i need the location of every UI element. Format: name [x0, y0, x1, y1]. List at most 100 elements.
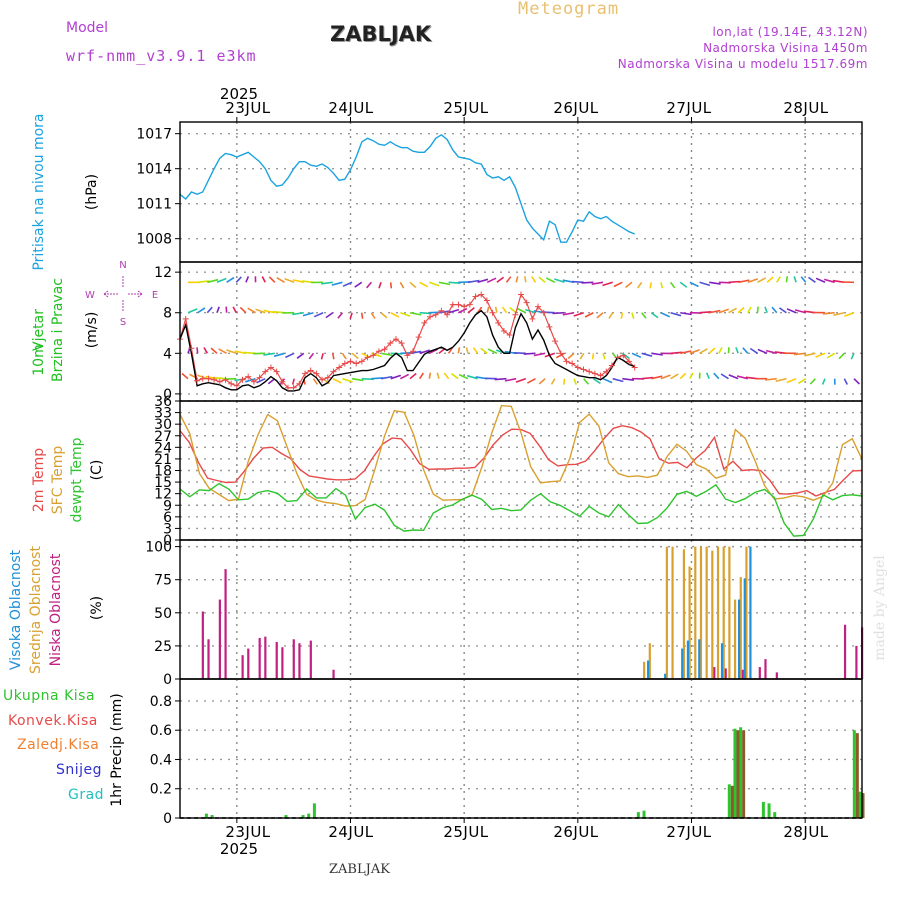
low-cloud-bar	[281, 647, 284, 679]
total-precip-bar	[210, 815, 214, 818]
wind-barb	[713, 372, 720, 380]
wind-barb	[389, 282, 393, 289]
y-tick-label: 21	[154, 452, 172, 468]
wind-barb	[591, 353, 595, 360]
wind-barb	[273, 352, 285, 358]
mid-cloud-bar	[705, 546, 708, 679]
wind-barb	[268, 276, 276, 283]
cloud-ylabel: (%)	[89, 596, 105, 620]
low-cloud-bar	[218, 599, 221, 679]
conv-precip-bar	[736, 730, 740, 818]
wind-barb	[494, 377, 507, 381]
wind-barb	[552, 311, 565, 315]
wind-barb	[325, 312, 334, 319]
wind-barb	[419, 349, 431, 355]
wind-barb	[699, 281, 711, 287]
wind-barb	[747, 306, 752, 314]
wind-barb	[765, 349, 777, 355]
temp2m-line	[179, 424, 863, 497]
wind-barb	[757, 277, 767, 283]
wind-barb	[332, 377, 342, 384]
temp-ylabel: (C)	[89, 460, 105, 481]
wind-gust-marker	[313, 370, 320, 377]
y-tick-label: 1011	[136, 197, 172, 213]
wind-barb	[669, 281, 676, 289]
low-cloud-bar	[247, 648, 250, 679]
wind-gust-marker	[194, 377, 201, 384]
total-precip-bar	[761, 801, 765, 818]
wind-barb	[292, 311, 304, 316]
wind-barb	[486, 277, 497, 284]
y-tick-label: 1017	[136, 127, 172, 143]
wind-barb	[793, 276, 797, 283]
wind-barb	[776, 276, 781, 283]
wind-barb	[331, 353, 335, 360]
wind-barb	[390, 312, 400, 318]
wind-barb	[354, 281, 363, 288]
wind-barb	[206, 306, 213, 314]
wind-barb	[302, 311, 314, 317]
wind-gust-marker	[398, 340, 405, 347]
wind-barb	[680, 350, 692, 355]
wind-barb	[399, 373, 410, 380]
wind-barb	[276, 277, 285, 283]
wind-barb	[785, 276, 789, 283]
high-cloud-bar	[686, 640, 690, 679]
wind-barb	[380, 375, 393, 380]
mid-cloud-bar	[716, 546, 720, 679]
wind-barb	[823, 278, 835, 284]
mid-cloud-bar	[643, 661, 646, 679]
wind-barb	[360, 312, 364, 319]
y-tick-label: 0	[163, 811, 172, 827]
mid-cloud-title: Srednja Oblacnost	[28, 546, 44, 674]
wind-gust-marker	[580, 366, 587, 373]
total-precip-bar	[733, 728, 737, 818]
wind-gust-marker	[182, 315, 189, 322]
wind-title-10m: 10m	[31, 344, 47, 375]
wind-gust-marker	[506, 332, 513, 339]
y-tick-label: 12	[154, 265, 172, 281]
wind-barb	[196, 347, 199, 354]
wind-title-line1: Vjetar	[31, 309, 47, 351]
wind-barb	[187, 308, 198, 314]
y-tick-label: 1008	[136, 232, 172, 248]
wind-gust-marker	[563, 358, 570, 365]
wind-gust-marker	[296, 380, 303, 387]
wind-barb	[766, 276, 774, 283]
wind-barb	[419, 281, 429, 288]
wind-gust-marker	[188, 345, 195, 352]
day-label-top: 24JUL	[328, 99, 373, 117]
wind-gust-marker	[478, 291, 485, 298]
mid-cloud-bar	[733, 599, 737, 679]
high-cloud-bar	[664, 673, 667, 679]
wind-gust-marker	[284, 384, 291, 391]
panel-frame-precip	[179, 678, 863, 819]
wind-gust-marker	[245, 373, 252, 380]
wind-barb	[794, 309, 806, 314]
wind-barb	[637, 281, 643, 289]
wind-gust-marker	[262, 368, 269, 375]
wind-barb	[562, 311, 575, 316]
day-label-top: 28JUL	[783, 99, 828, 117]
pressure-ylabel: (hPa)	[84, 174, 100, 210]
wind-gust-marker	[483, 297, 490, 304]
y-tick-label: 9	[163, 498, 172, 514]
wind-barb	[608, 312, 614, 319]
wind-gust-marker	[432, 311, 439, 318]
wind-barb	[436, 372, 440, 379]
wind-gust-marker	[279, 378, 286, 385]
wind-barb	[736, 375, 749, 380]
low-cloud-bar	[855, 645, 858, 679]
wind-barb	[438, 281, 451, 286]
wind-barb	[689, 281, 699, 288]
wind-barb	[742, 347, 749, 354]
temp2m-title: 2m Temp	[31, 448, 47, 512]
wind-barb	[224, 377, 237, 380]
wind-barb	[284, 277, 295, 284]
low-cloud-bar	[775, 672, 778, 679]
wind-gust-marker	[239, 376, 246, 383]
wind-barb	[501, 306, 508, 314]
conv-precip-bar	[742, 730, 746, 818]
wind-barb	[838, 352, 845, 360]
total-precip-bar	[284, 815, 288, 818]
